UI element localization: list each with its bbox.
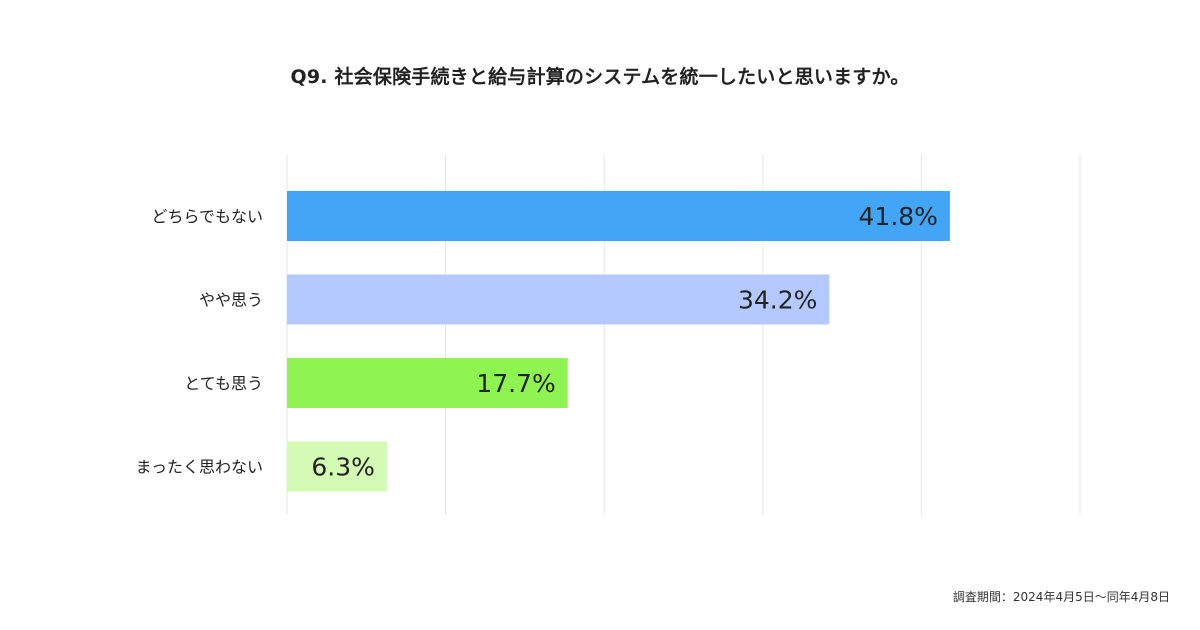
category-label: まったく思わない <box>136 458 263 477</box>
bar <box>287 191 950 241</box>
value-label: 34.2% <box>738 286 817 315</box>
value-label: 6.3% <box>311 453 375 482</box>
chart-title: Q9. 社会保険手続きと給与計算のシステムを統一したいと思いますか。 <box>290 66 910 88</box>
value-label: 41.8% <box>859 202 938 231</box>
survey-period-note: 調査期間：2024年4月5日〜同年4月8日 <box>952 590 1170 604</box>
bar <box>287 441 387 492</box>
bar <box>287 358 568 408</box>
category-label: とても思う <box>184 374 263 393</box>
bar <box>287 274 830 325</box>
category-label: やや思う <box>199 291 263 310</box>
value-label: 17.7% <box>476 369 555 398</box>
category-label: どちらでもない <box>151 207 263 226</box>
